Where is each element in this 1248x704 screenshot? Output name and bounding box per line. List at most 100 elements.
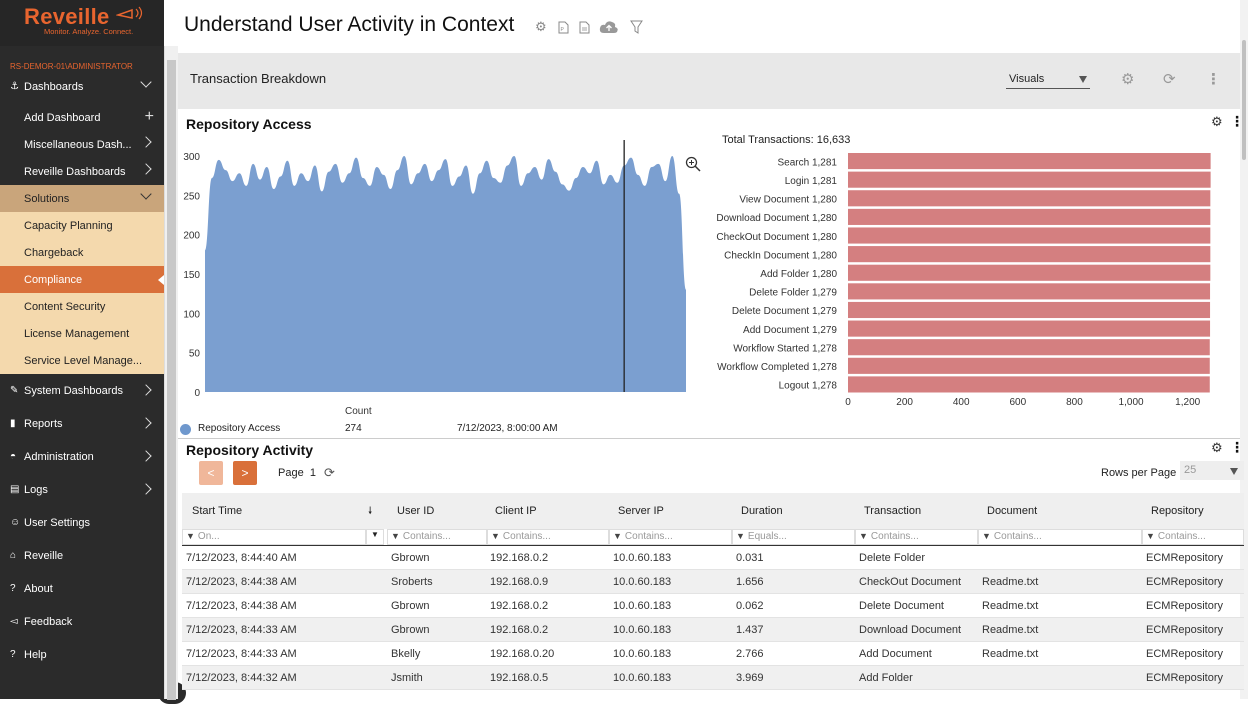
nav-misc-dashboards[interactable]: Miscellaneous Dash... [0,131,164,158]
table-cell: 192.168.0.2 [490,600,549,612]
chevron-right-icon [140,483,152,495]
y-tick-label: 150 [183,270,200,281]
nav-logs-label: Logs [24,483,48,496]
logo[interactable]: Reveille Monitor. Analyze. Connect. [0,0,164,46]
table-row[interactable]: 7/12/2023, 8:44:38 AM Gbrown 192.168.0.2 10… [182,594,1244,618]
kebab-menu-icon[interactable]: ⋮ [1230,113,1244,129]
filter-document[interactable]: ▼ Contains... [978,529,1142,545]
nav-about[interactable]: ? About [0,572,164,605]
legend-series-name[interactable]: Repository Access [198,423,281,434]
gear-icon[interactable]: ⚙ [1211,440,1223,455]
bar-5[interactable] [848,246,1211,263]
nav-chargeback[interactable]: Chargeback [0,239,164,266]
nav-help-label: Help [24,648,47,661]
bar-6[interactable] [848,264,1211,281]
document-export-icon[interactable] [579,21,590,34]
table-row[interactable]: 7/12/2023, 8:44:38 AM Sroberts 192.168.0.9… [182,570,1244,594]
column-header-user-id[interactable]: User ID [397,505,435,517]
kebab-menu-icon[interactable]: ⋮ [1206,71,1221,88]
filter-repository[interactable]: ▼ Contains... [1142,529,1244,545]
transaction-bar-chart[interactable]: Search 1,281 Login 1,281 View Document 1,2… [708,130,1240,412]
filter-transaction[interactable]: ▼ Contains... [855,529,978,545]
scrollbar-thumb[interactable] [1242,40,1246,160]
refresh-icon[interactable]: ⟳ [324,465,335,480]
filter-duration[interactable]: ▼ Equals... [732,529,855,545]
page-scrollbar[interactable] [1240,0,1248,699]
nav-reveille[interactable]: ⌂ Reveille [0,539,164,572]
bar-12[interactable] [848,376,1210,393]
cloud-upload-icon[interactable] [599,20,619,34]
table-row[interactable]: 7/12/2023, 8:44:33 AM Gbrown 192.168.0.2 10… [182,618,1244,642]
gear-icon[interactable]: ⚙ [1121,71,1135,88]
table-cell: Download Document [859,624,962,636]
gear-icon[interactable]: ⚙ [1211,114,1223,129]
rows-per-page-select[interactable]: 25 [1180,461,1244,480]
previous-page-button[interactable]: < [199,461,223,485]
nav-solutions-label: Solutions [24,192,70,205]
table-cell: 7/12/2023, 8:44:38 AM [186,600,297,612]
nav-reports[interactable]: ▮ Reports [0,407,164,440]
next-page-button[interactable]: > [233,461,257,485]
nav-system-dashboards[interactable]: ✎ System Dashboards [0,374,164,407]
visuals-dropdown[interactable]: Visuals [1006,71,1090,89]
bar-3[interactable] [848,208,1211,225]
scrollbar-thumb[interactable] [167,60,176,700]
bar-1[interactable] [848,171,1211,188]
table-row[interactable]: 7/12/2023, 8:44:40 AM Gbrown 192.168.0.2 10… [182,546,1244,570]
page-indicator: Page 1 [278,467,316,479]
filter-user-id[interactable]: ▼ Contains... [387,529,487,545]
bar-11[interactable] [848,357,1210,374]
column-header-duration[interactable]: Duration [741,505,783,517]
repository-access-area-chart[interactable]: 0 50 100 150 200 250 300 [178,140,708,410]
nav-service-level[interactable]: Service Level Manage... [0,347,164,374]
filter-operator-dropdown[interactable]: ▼ [366,529,384,545]
column-header-client-ip[interactable]: Client IP [495,505,537,517]
nav-solutions[interactable]: Solutions [0,185,164,212]
bar-9[interactable] [848,320,1211,337]
table-cell: 2.766 [736,648,764,660]
filter-client-ip[interactable]: ▼ Contains... [487,529,609,545]
nav-reveille-dashboards[interactable]: Reveille Dashboards [0,158,164,185]
table-row[interactable]: 7/12/2023, 8:44:33 AM Bkelly 192.168.0.20 1… [182,642,1244,666]
kebab-menu-icon[interactable]: ⋮ [1230,439,1244,455]
table-cell: 192.168.0.9 [490,576,549,588]
bar-7[interactable] [848,283,1211,300]
bar-category-label: Download Document 1,280 [716,213,837,224]
nav-logs[interactable]: ▤ Logs [0,473,164,506]
table-cell: Delete Folder [859,552,926,564]
bar-category-label: View Document 1,280 [739,195,837,206]
refresh-icon[interactable]: ⟳ [1163,71,1176,88]
area-series-repository-access[interactable] [205,156,686,392]
nav-help[interactable]: ? Help [0,638,164,671]
column-header-transaction[interactable]: Transaction [864,505,922,517]
nav-compliance[interactable]: Compliance [0,266,164,293]
nav-dashboards[interactable]: ⚓ Dashboards [0,73,164,100]
nav-feedback[interactable]: ◅ Feedback [0,605,164,638]
bar-2[interactable] [848,190,1211,207]
sort-descending-icon[interactable]: 🠗 [368,506,373,517]
filter-server-ip[interactable]: ▼ Contains... [609,529,732,545]
nav-user-settings[interactable]: ☺ User Settings [0,506,164,539]
filter-start-time[interactable]: ▼ On... [182,529,366,545]
column-header-start-time[interactable]: Start Time [192,505,243,517]
nav-license-management[interactable]: License Management [0,320,164,347]
nav-capacity-planning[interactable]: Capacity Planning [0,212,164,239]
column-header-server-ip[interactable]: Server IP [618,505,664,517]
page-label: Page [278,467,304,479]
table-row[interactable]: 7/12/2023, 8:44:32 AM Jsmith 192.168.0.5 10… [182,666,1244,690]
bar-4[interactable] [848,227,1211,244]
bar-10[interactable] [848,339,1210,356]
zoom-icon[interactable] [685,156,701,172]
nav-add-dashboard[interactable]: Add Dashboard + [0,104,164,131]
bar-0[interactable] [848,153,1211,170]
nav-administration[interactable]: ◓ Administration [0,440,164,473]
column-header-repository[interactable]: Repository [1151,505,1204,517]
gear-icon[interactable]: ⚙ [535,19,547,34]
filter-icon[interactable] [630,20,643,34]
pdf-export-icon[interactable]: P [558,21,569,34]
bar-8[interactable] [848,301,1211,319]
nav-content-security[interactable]: Content Security [0,293,164,320]
nav-reports-label: Reports [24,417,63,430]
column-header-document[interactable]: Document [987,505,1038,517]
sidebar-scrollbar[interactable] [164,46,178,700]
